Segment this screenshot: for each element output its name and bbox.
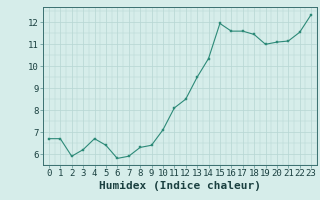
- X-axis label: Humidex (Indice chaleur): Humidex (Indice chaleur): [99, 181, 261, 191]
